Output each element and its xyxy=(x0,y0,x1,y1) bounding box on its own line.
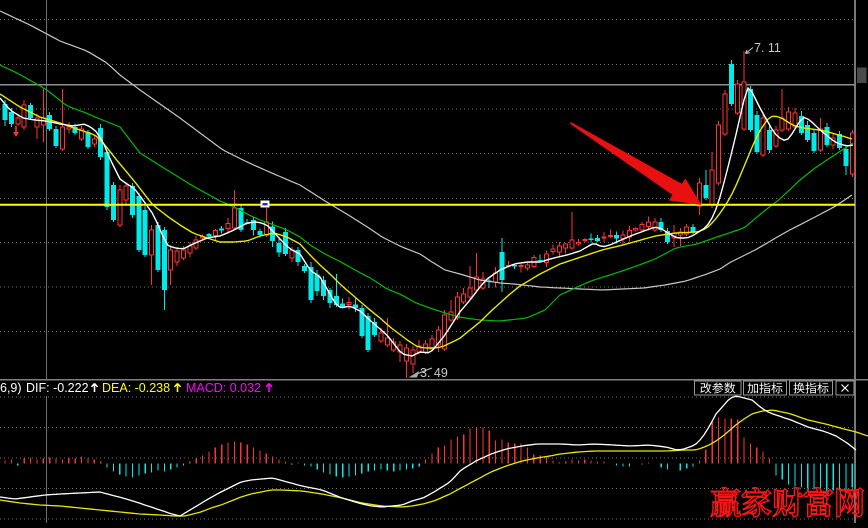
svg-text:DIF: -0.222: DIF: -0.222 xyxy=(26,381,89,395)
svg-text:6,9): 6,9) xyxy=(0,381,22,395)
svg-text:7. 11: 7. 11 xyxy=(754,41,781,55)
svg-text:3. 49: 3. 49 xyxy=(420,366,448,380)
svg-text:DEA: -0.238: DEA: -0.238 xyxy=(102,381,170,395)
svg-text:MACD: 0.032: MACD: 0.032 xyxy=(186,381,261,395)
